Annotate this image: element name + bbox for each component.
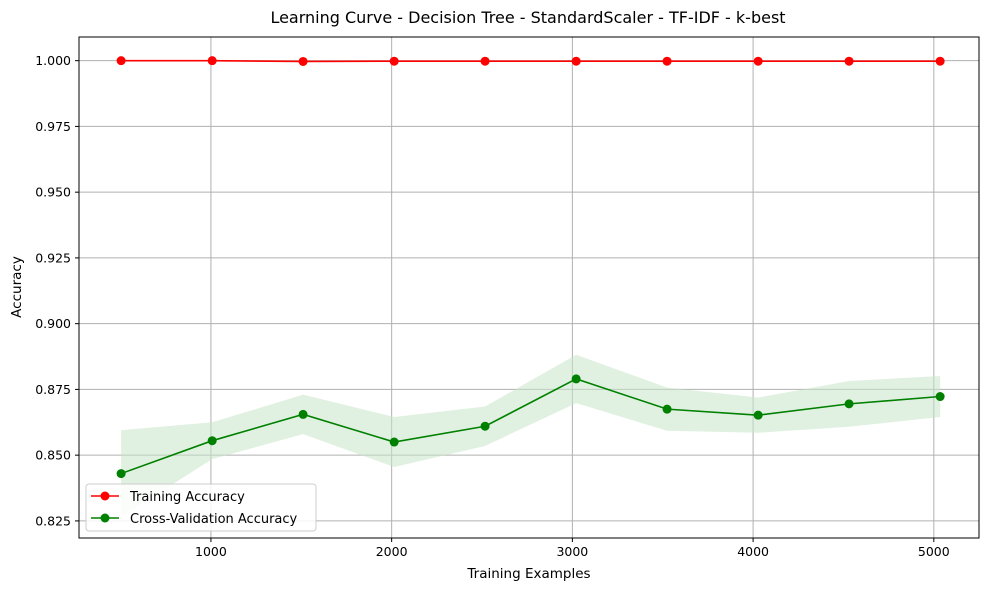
training-accuracy-point xyxy=(571,56,581,66)
training-accuracy-point xyxy=(389,56,399,66)
cross-validation-accuracy-point xyxy=(662,404,672,414)
x-tick-label: 2000 xyxy=(376,544,408,559)
y-axis-label: Accuracy xyxy=(9,256,25,318)
y-tick-label: 0.875 xyxy=(35,382,71,397)
x-tick-label: 3000 xyxy=(556,544,588,559)
x-axis-label: Training Examples xyxy=(466,566,590,582)
y-tick-label: 0.975 xyxy=(35,119,71,134)
y-tick-label: 0.900 xyxy=(35,316,71,331)
training-accuracy-point xyxy=(753,56,763,66)
training-accuracy-point xyxy=(935,56,945,66)
x-tick-label: 1000 xyxy=(195,544,227,559)
x-tick-label: 4000 xyxy=(737,544,769,559)
cross-validation-accuracy-line xyxy=(120,378,941,475)
y-tick-label: 0.925 xyxy=(35,250,71,265)
cross-validation-accuracy-band xyxy=(121,354,941,517)
training-accuracy-point xyxy=(116,56,126,66)
y-tick-label: 0.825 xyxy=(35,513,71,528)
y-tick-label: 0.850 xyxy=(35,448,71,463)
cross-validation-accuracy-point xyxy=(480,421,490,431)
cross-validation-accuracy-point xyxy=(389,437,399,447)
cross-validation-accuracy-point xyxy=(207,436,217,446)
y-axis-ticks: 0.825 0.850 0.875 0.900 0.925 0.950 0.975 1.000 xyxy=(35,53,79,528)
training-accuracy-point xyxy=(844,56,854,66)
legend-box xyxy=(85,483,317,532)
cross-validation-accuracy-point xyxy=(753,410,763,420)
legend-marker-training-accuracy xyxy=(100,491,110,501)
training-accuracy-point xyxy=(662,56,672,66)
x-axis-ticks: 1000 2000 3000 4000 5000 xyxy=(195,538,950,559)
series-lines xyxy=(120,59,941,475)
grid xyxy=(79,37,979,538)
legend: Training Accuracy Cross-Validation Accur… xyxy=(85,483,317,532)
cross-validation-accuracy-point xyxy=(116,469,126,479)
legend-label-training-accuracy: Training Accuracy xyxy=(129,490,245,505)
cross-validation-accuracy-point xyxy=(571,374,581,384)
training-accuracy-point xyxy=(207,56,217,66)
x-tick-label: 5000 xyxy=(918,544,950,559)
chart-title: Learning Curve - Decision Tree - Standar… xyxy=(270,8,785,27)
training-accuracy-point xyxy=(480,56,490,66)
training-accuracy-line xyxy=(121,59,941,63)
series-points xyxy=(116,56,945,479)
legend-marker-cross-validation-accuracy xyxy=(100,513,110,523)
training-accuracy-point xyxy=(298,56,308,66)
cross-validation-accuracy-point xyxy=(298,409,308,419)
y-tick-label: 1.000 xyxy=(35,53,71,68)
y-tick-label: 0.950 xyxy=(35,185,71,200)
cross-validation-accuracy-point xyxy=(844,399,854,409)
cross-validation-accuracy-point xyxy=(935,392,945,402)
plot-frame xyxy=(78,36,980,539)
legend-label-cross-validation-accuracy: Cross-Validation Accuracy xyxy=(130,512,298,527)
